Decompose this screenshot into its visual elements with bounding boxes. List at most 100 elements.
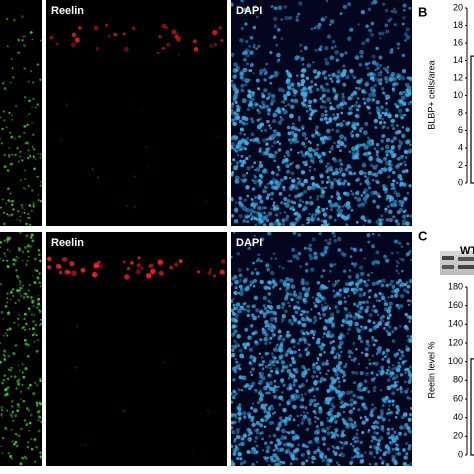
cell <box>32 304 35 308</box>
cell <box>243 415 247 419</box>
cell <box>281 266 285 270</box>
cell <box>246 136 250 140</box>
cell <box>307 86 312 91</box>
cell <box>329 208 333 212</box>
cell <box>74 366 77 369</box>
cell <box>265 196 270 200</box>
cell <box>30 448 34 451</box>
cell <box>272 35 277 39</box>
cell <box>269 301 272 304</box>
cell <box>337 204 341 208</box>
cell <box>347 275 352 279</box>
cell <box>285 214 290 219</box>
cell <box>359 453 364 459</box>
cell <box>399 304 404 309</box>
cell <box>370 139 374 143</box>
cell <box>247 429 252 434</box>
cell <box>394 239 399 244</box>
cell <box>317 312 321 315</box>
cell <box>388 301 393 306</box>
cell <box>6 377 10 381</box>
cell <box>244 22 248 26</box>
cell <box>371 403 374 406</box>
cell <box>313 315 317 320</box>
cell <box>324 318 329 323</box>
cell <box>308 165 312 169</box>
cell <box>339 440 342 444</box>
cell <box>318 159 324 164</box>
cell <box>376 180 380 185</box>
cell <box>9 369 12 372</box>
cell <box>407 303 411 306</box>
cell <box>359 143 364 147</box>
cell <box>254 268 257 271</box>
cell <box>249 35 254 40</box>
cell <box>23 208 26 211</box>
cell <box>335 352 340 356</box>
cell <box>293 98 299 104</box>
cell <box>235 287 238 290</box>
cell <box>251 178 254 182</box>
cell <box>231 118 235 122</box>
cell <box>35 401 38 404</box>
cell <box>375 62 379 67</box>
cell <box>385 29 390 34</box>
cell <box>27 144 30 146</box>
cell <box>354 196 357 199</box>
cell <box>300 452 306 457</box>
cell <box>285 203 290 208</box>
cell <box>243 50 248 55</box>
cell <box>2 334 5 337</box>
cell <box>272 177 276 181</box>
cell <box>264 456 268 461</box>
cell <box>241 437 245 441</box>
cell <box>270 5 274 8</box>
cell <box>140 266 144 270</box>
cell <box>276 207 280 211</box>
cell <box>277 120 282 125</box>
cell <box>277 87 283 92</box>
cell <box>275 455 279 460</box>
cell <box>258 391 263 396</box>
cell <box>268 287 271 290</box>
cell <box>392 136 397 141</box>
cell <box>17 209 20 213</box>
cell <box>273 24 278 29</box>
cell <box>235 306 239 310</box>
cell <box>14 153 17 156</box>
cell <box>26 259 29 262</box>
cell <box>22 325 25 328</box>
cell <box>310 175 315 181</box>
y-tick-label: 100 <box>448 356 463 366</box>
cell <box>23 125 27 128</box>
cell <box>379 37 382 40</box>
cell <box>36 103 40 106</box>
cell <box>310 156 315 161</box>
cell <box>344 365 347 368</box>
cell <box>360 351 364 355</box>
cell <box>301 417 306 422</box>
cell <box>290 98 295 103</box>
cell <box>232 98 237 102</box>
cell <box>267 299 271 303</box>
cell <box>62 256 67 262</box>
cell <box>388 163 393 168</box>
cell <box>265 138 269 141</box>
cell <box>266 267 271 272</box>
cell <box>396 251 399 254</box>
cell <box>384 207 388 211</box>
cell <box>317 446 320 449</box>
cell <box>285 431 288 434</box>
cell <box>398 283 403 288</box>
cell <box>38 253 41 256</box>
cell <box>39 285 42 288</box>
cell <box>345 313 350 318</box>
cell <box>348 322 353 327</box>
cell <box>375 449 379 454</box>
cell <box>302 297 307 303</box>
cell <box>78 26 82 30</box>
cell <box>300 223 305 226</box>
cell <box>391 289 395 294</box>
cell <box>310 185 316 191</box>
cell <box>286 153 291 157</box>
